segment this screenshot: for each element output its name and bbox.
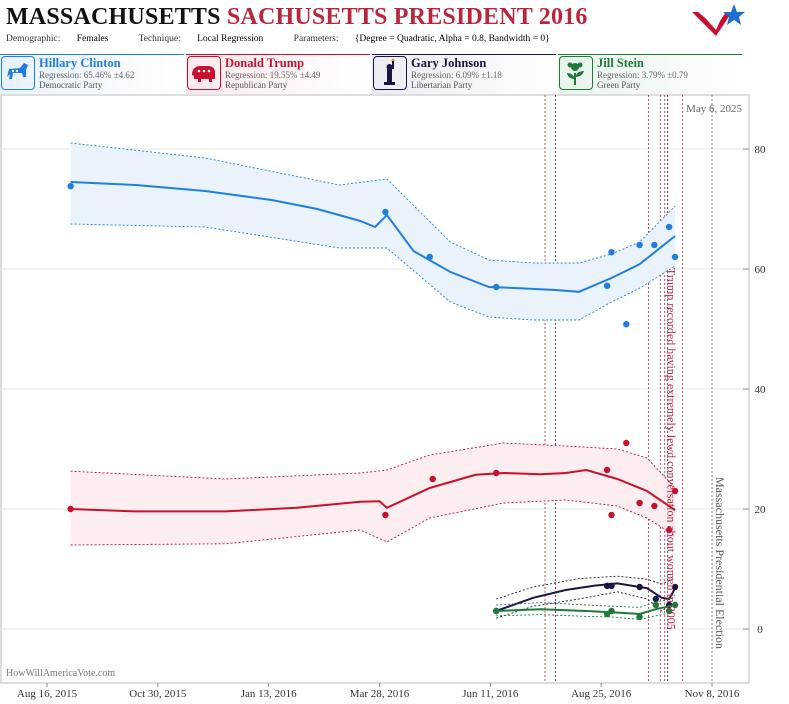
demographic-value: Females: [76, 34, 109, 44]
candidate-party: Libertarian Party: [411, 80, 473, 90]
chart-date-label: May 6, 2025: [686, 103, 742, 115]
liberty-statue-icon: [373, 56, 407, 90]
gary-johnson-poll-point: [603, 582, 611, 589]
site-logo-icon: [692, 4, 745, 36]
hillary-clinton-poll-point: [67, 183, 74, 190]
legend-clinton: Hillary Clinton Regression: 65.46% ±4.62…: [0, 54, 184, 94]
technique-value: Local Regression: [197, 34, 264, 44]
hillary-clinton-poll-point: [623, 321, 630, 328]
jill-stein-poll-point: [636, 613, 643, 621]
elephant-icon: [187, 56, 221, 90]
candidate-name: Jill Stein: [597, 56, 644, 70]
donald-trump-poll-point: [429, 475, 436, 483]
candidate-party: Democratic Party: [39, 80, 103, 90]
candidate-legend: Hillary Clinton Regression: 65.46% ±4.62…: [0, 54, 789, 94]
hillary-clinton-poll-point: [493, 283, 500, 291]
hillary-clinton-confidence-band: [70, 143, 676, 320]
donald-trump-regression-line: [70, 468, 676, 513]
candidate-regression: Regression: 65.46% ±4.62: [39, 70, 135, 80]
gary-johnson-poll-point: [652, 595, 660, 603]
page-title: MASSACHUSETTS SACHUSETTS PRESIDENT 2016: [6, 4, 588, 31]
donald-trump-poll-point: [671, 487, 679, 495]
title-state: MASSACHUSETTS: [6, 4, 221, 30]
source-credit: HowWillAmericaVote.com: [6, 668, 116, 679]
donald-trump-poll-point: [636, 499, 643, 507]
x-tick-label: Aug 25, 2016: [571, 688, 632, 700]
annotation-trump-tape: Trump recorded having extremely lewd con…: [665, 268, 679, 630]
y-tick-label: 80: [755, 144, 767, 156]
hillary-clinton-regression-line: [70, 181, 676, 293]
donald-trump-confidence-band: [70, 443, 676, 545]
donald-trump-poll-point: [665, 526, 673, 534]
gary-johnson-poll-point: [608, 582, 615, 589]
parameters-value: {Degree = Quadratic, Alpha = 0.8, Bandwi…: [354, 34, 550, 44]
hillary-clinton-poll-point: [636, 241, 643, 249]
x-tick-label: Aug 16, 2015: [17, 688, 78, 700]
jill-stein-poll-point: [671, 601, 679, 609]
candidate-party: Green Party: [597, 80, 641, 90]
y-tick-label: 20: [755, 504, 767, 516]
annotation-election: Massachusetts Presidential Election: [713, 477, 727, 649]
donald-trump-poll-point: [623, 439, 630, 447]
chart-parameters: Demographic: Females Technique: Local Re…: [6, 34, 550, 44]
x-tick-label: Oct 30, 2015: [129, 688, 187, 700]
x-tick-label: Jan 13, 2016: [241, 688, 297, 700]
hillary-clinton-poll-point: [665, 223, 673, 231]
gary-johnson-regression-line: [495, 582, 676, 612]
donald-trump-poll-point: [608, 511, 615, 519]
jill-stein-poll-point: [608, 607, 615, 615]
hillary-clinton-poll-point: [671, 253, 679, 261]
gary-johnson-upper-bound: [496, 575, 676, 600]
candidate-party: Republican Party: [225, 80, 288, 90]
hillary-clinton-poll-point: [603, 282, 611, 289]
candidate-regression: Regression: 19.55% ±4.49: [225, 70, 321, 80]
jill-stein-poll-point: [652, 601, 660, 609]
donald-trump-poll-point: [382, 511, 389, 519]
gary-johnson-poll-point: [671, 583, 679, 591]
hillary-clinton-poll-point: [382, 208, 389, 216]
y-tick-label: 40: [755, 384, 767, 396]
legend-johnson: Gary Johnson Regression: 6.09% ±1.18 Lib…: [372, 54, 556, 94]
x-tick-label: Mar 28, 2016: [350, 688, 410, 700]
donald-trump-poll-point: [651, 502, 658, 510]
title-race: SACHUSETTS PRESIDENT 2016: [226, 4, 588, 30]
candidate-name: Hillary Clinton: [39, 56, 121, 70]
gary-johnson-lower-bound: [496, 591, 676, 619]
donald-trump-poll-point: [67, 505, 74, 513]
jill-stein-poll-point: [665, 607, 673, 615]
hillary-clinton-lower-bound: [70, 223, 676, 321]
y-tick-label: 60: [755, 264, 767, 276]
hillary-clinton-poll-point: [608, 249, 615, 256]
candidate-name: Gary Johnson: [411, 56, 487, 70]
candidate-regression: Regression: 6.09% ±1.18: [411, 70, 502, 80]
x-tick-label: Jun 11, 2016: [462, 688, 519, 700]
hillary-clinton-poll-point: [426, 253, 433, 261]
jill-stein-lower-bound: [496, 611, 676, 620]
candidate-name: Donald Trump: [225, 56, 305, 70]
donald-trump-poll-point: [603, 466, 611, 474]
legend-trump: Donald Trump Regression: 19.55% ±4.49 Re…: [186, 54, 370, 94]
candidate-regression: Regression: 3.79% ±0.79: [597, 70, 688, 80]
hillary-clinton-upper-bound: [70, 142, 676, 264]
y-tick-label: 0: [757, 624, 763, 636]
x-tick-label: Nov 8, 2016: [685, 688, 740, 700]
flower-icon: [559, 56, 593, 90]
donald-trump-poll-point: [493, 469, 500, 477]
gary-johnson-poll-point: [636, 583, 643, 591]
legend-stein: Jill Stein Regression: 3.79% ±0.79 Green…: [558, 54, 742, 94]
donkey-icon: [1, 56, 35, 90]
jill-stein-poll-point: [493, 607, 500, 615]
hillary-clinton-poll-point: [651, 241, 658, 249]
